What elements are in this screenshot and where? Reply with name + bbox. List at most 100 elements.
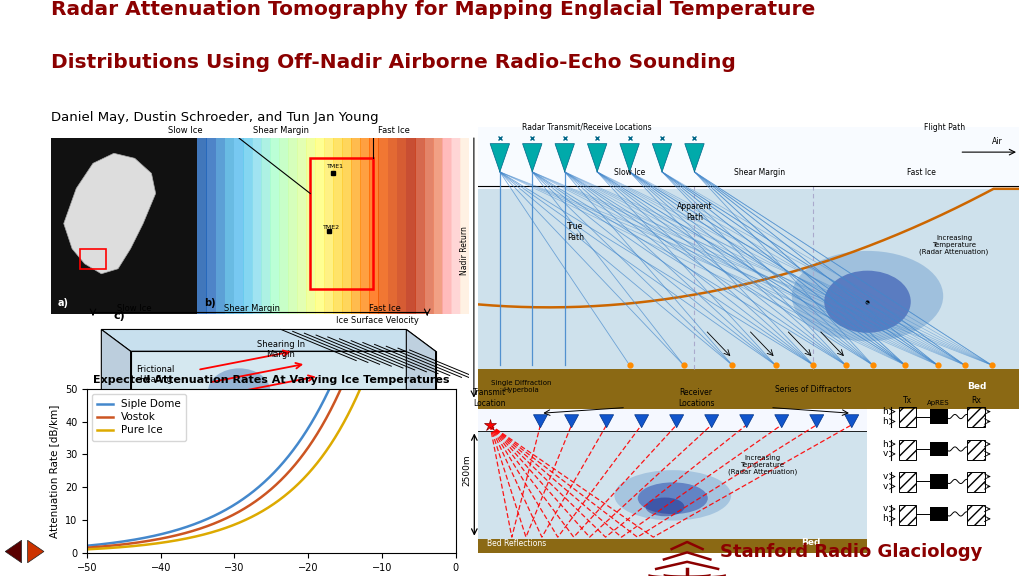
Text: Stanford Radio Glaciology: Stanford Radio Glaciology	[720, 543, 982, 562]
Polygon shape	[685, 143, 705, 172]
Text: h: h	[883, 514, 888, 524]
Text: c): c)	[114, 310, 126, 321]
Text: a): a)	[57, 298, 69, 308]
Bar	[279, 138, 289, 314]
Bar	[967, 407, 985, 427]
Bar	[360, 138, 371, 314]
Bar	[460, 138, 470, 314]
Ellipse shape	[824, 271, 910, 333]
Bar	[224, 138, 234, 314]
Text: v: v	[883, 482, 888, 491]
Bar	[478, 127, 1019, 186]
Polygon shape	[739, 415, 754, 427]
Siple Dome	[244, 491, 256, 498]
Polygon shape	[522, 143, 542, 172]
Text: Shearing In
Margin: Shearing In Margin	[257, 340, 305, 359]
Bar	[478, 369, 1019, 409]
Bar	[967, 505, 985, 525]
Text: Bed: Bed	[801, 538, 820, 547]
Polygon shape	[564, 415, 579, 427]
Bar	[306, 138, 316, 314]
Polygon shape	[101, 329, 131, 432]
Polygon shape	[407, 329, 435, 432]
Polygon shape	[845, 415, 859, 427]
Text: Shear Margin: Shear Margin	[223, 304, 280, 313]
Text: Bed: Bed	[269, 441, 293, 451]
Bar	[261, 138, 270, 314]
Bar	[396, 138, 407, 314]
Vostok	[81, 544, 93, 551]
Text: Increasing
Temperature
(Radar Attenuation): Increasing Temperature (Radar Attenuatio…	[920, 235, 988, 255]
Polygon shape	[534, 415, 548, 427]
Legend: Siple Dome, Vostok, Pure Ice: Siple Dome, Vostok, Pure Ice	[92, 394, 186, 441]
Siple Dome	[369, 256, 381, 263]
Polygon shape	[705, 415, 719, 427]
Text: Receiver
Locations: Receiver Locations	[678, 388, 715, 408]
Text: Shear Margin: Shear Margin	[734, 168, 785, 177]
Text: h: h	[883, 439, 888, 449]
Line: Siple Dome: Siple Dome	[87, 0, 456, 545]
Text: ApRES: ApRES	[928, 400, 950, 406]
Polygon shape	[652, 143, 672, 172]
Bar	[207, 138, 216, 314]
Text: Single Diffraction
Hyperbola: Single Diffraction Hyperbola	[492, 380, 552, 393]
Polygon shape	[620, 143, 639, 172]
Bar	[433, 138, 442, 314]
Bar	[478, 539, 867, 553]
Vostok	[375, 266, 387, 273]
Polygon shape	[63, 153, 156, 274]
Text: b): b)	[204, 298, 215, 308]
Bar	[478, 189, 1019, 369]
Pure Ice	[81, 546, 93, 553]
Polygon shape	[810, 415, 823, 427]
Bar	[243, 138, 253, 314]
Bar	[351, 138, 361, 314]
Text: v: v	[883, 505, 888, 513]
Text: Slow Ice: Slow Ice	[614, 168, 645, 177]
Text: Frictional
Heating: Frictional Heating	[136, 365, 175, 384]
Bar	[342, 138, 352, 314]
Bar	[370, 138, 379, 314]
Text: Rx: Rx	[971, 396, 981, 405]
Bar	[215, 138, 225, 314]
Bar	[899, 472, 916, 492]
Text: Fast Ice: Fast Ice	[907, 168, 936, 177]
Text: Fast Ice: Fast Ice	[370, 304, 401, 313]
Bar	[967, 440, 985, 460]
Polygon shape	[555, 143, 574, 172]
Bar	[288, 138, 298, 314]
Polygon shape	[131, 351, 435, 432]
Bar	[415, 138, 425, 314]
Bar	[424, 138, 433, 314]
Text: Distributions Using Off-Nadir Airborne Radio-Echo Sounding: Distributions Using Off-Nadir Airborne R…	[51, 52, 736, 71]
Bar	[451, 138, 461, 314]
Bar	[930, 410, 947, 423]
Line: Vostok: Vostok	[87, 0, 456, 548]
Bar	[233, 138, 244, 314]
Bar	[899, 440, 916, 460]
Text: Series of Diffractors: Series of Diffractors	[775, 385, 852, 394]
Pure Ice	[119, 543, 131, 550]
Bar	[325, 138, 334, 314]
Pure Ice	[375, 329, 387, 336]
Bar	[333, 138, 343, 314]
Text: h: h	[883, 417, 888, 426]
Polygon shape	[101, 414, 435, 432]
Text: v: v	[883, 449, 888, 458]
Polygon shape	[131, 432, 435, 460]
Vostok	[334, 386, 346, 393]
Polygon shape	[101, 329, 435, 351]
Y-axis label: Attenuation Rate [dB/km]: Attenuation Rate [dB/km]	[49, 404, 59, 537]
Polygon shape	[28, 540, 44, 563]
Ellipse shape	[638, 483, 708, 514]
Bar	[51, 138, 198, 314]
Bar	[252, 138, 261, 314]
Bar	[406, 138, 416, 314]
Text: Flight Path: Flight Path	[924, 123, 965, 131]
Pure Ice	[334, 426, 346, 433]
Text: Slow Ice: Slow Ice	[168, 126, 202, 135]
Ellipse shape	[645, 498, 684, 516]
Bar	[297, 138, 307, 314]
Text: Shear Margin: Shear Margin	[253, 126, 309, 135]
Polygon shape	[635, 415, 648, 427]
